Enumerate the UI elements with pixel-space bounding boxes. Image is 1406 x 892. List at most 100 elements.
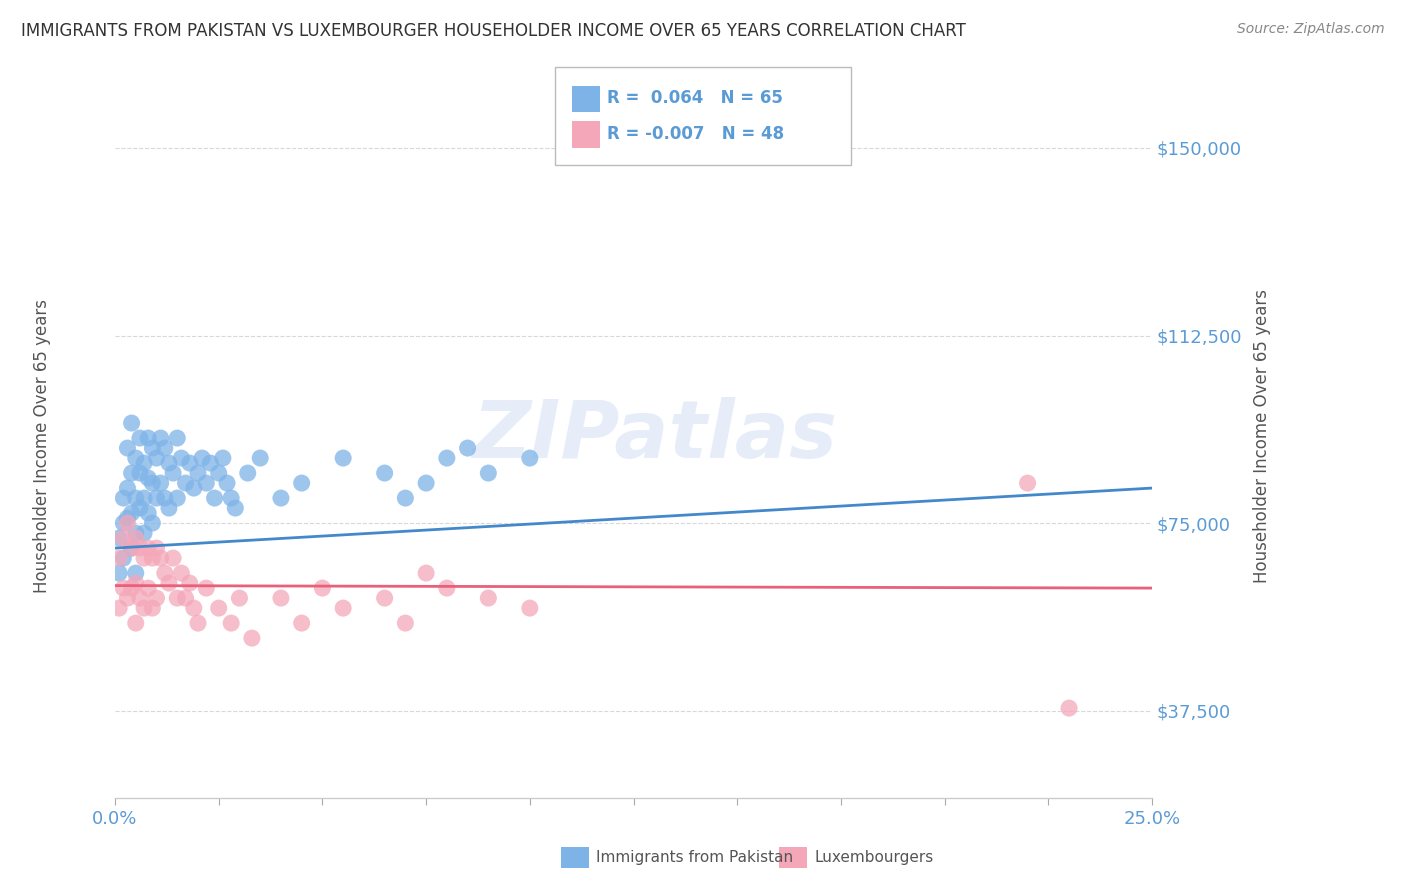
Point [162, 551, 184, 566]
Point [436, 451, 458, 466]
Point [129, 591, 152, 606]
Point [219, 491, 242, 505]
Point [200, 456, 222, 470]
Point [112, 531, 135, 545]
Point [121, 541, 143, 555]
Point [149, 431, 172, 445]
Point [477, 591, 499, 606]
Point [187, 616, 209, 631]
Point [112, 581, 135, 595]
Point [179, 456, 201, 470]
Point [117, 441, 139, 455]
Point [117, 481, 139, 495]
Point [195, 476, 218, 491]
Text: R = -0.007   N = 48: R = -0.007 N = 48 [607, 125, 785, 143]
Point [204, 491, 226, 505]
Point [166, 431, 188, 445]
Point [1057, 701, 1080, 715]
Point [125, 526, 148, 541]
Point [145, 541, 167, 555]
Point [125, 576, 148, 591]
Point [132, 551, 155, 566]
Point [132, 601, 155, 615]
Point [136, 431, 159, 445]
Point [179, 576, 201, 591]
Point [374, 591, 396, 606]
Point [519, 451, 541, 466]
Text: IMMIGRANTS FROM PAKISTAN VS LUXEMBOURGER HOUSEHOLDER INCOME OVER 65 YEARS CORREL: IMMIGRANTS FROM PAKISTAN VS LUXEMBOURGER… [21, 22, 966, 40]
Point [1017, 476, 1039, 491]
Point [228, 591, 250, 606]
Point [108, 566, 131, 580]
Point [141, 516, 163, 530]
Y-axis label: Householder Income Over 65 years: Householder Income Over 65 years [1254, 288, 1271, 582]
Point [136, 581, 159, 595]
Point [270, 491, 292, 505]
Point [519, 601, 541, 615]
Point [141, 551, 163, 566]
Point [112, 551, 135, 566]
Point [149, 476, 172, 491]
Point [224, 501, 246, 516]
Text: R =  0.064   N = 65: R = 0.064 N = 65 [607, 89, 783, 107]
Point [112, 516, 135, 530]
Point [332, 601, 354, 615]
Point [415, 566, 437, 580]
Point [132, 491, 155, 505]
Point [236, 466, 259, 480]
Point [394, 491, 416, 505]
Point [108, 551, 131, 566]
Point [121, 466, 143, 480]
Point [129, 431, 152, 445]
Point [166, 491, 188, 505]
Point [208, 466, 231, 480]
Point [394, 616, 416, 631]
Point [187, 466, 209, 480]
Point [291, 476, 314, 491]
Point [141, 476, 163, 491]
Point [153, 441, 176, 455]
Point [457, 441, 479, 455]
Point [332, 451, 354, 466]
Point [162, 466, 184, 480]
Point [174, 591, 197, 606]
Point [136, 541, 159, 555]
Point [270, 591, 292, 606]
Point [141, 601, 163, 615]
Point [477, 466, 499, 480]
Point [121, 506, 143, 520]
Point [291, 616, 314, 631]
Point [166, 591, 188, 606]
Point [129, 501, 152, 516]
Point [129, 541, 152, 555]
Point [108, 531, 131, 545]
Point [145, 451, 167, 466]
Point [157, 456, 180, 470]
Point [240, 631, 263, 645]
Point [191, 451, 214, 466]
Text: ZIPatlas: ZIPatlas [472, 397, 837, 475]
Point [249, 451, 271, 466]
Point [208, 601, 231, 615]
Point [125, 566, 148, 580]
Point [121, 581, 143, 595]
Point [219, 616, 242, 631]
Point [145, 491, 167, 505]
Point [117, 511, 139, 525]
Point [174, 476, 197, 491]
Point [121, 541, 143, 555]
Text: Immigrants from Pakistan: Immigrants from Pakistan [596, 850, 793, 864]
Text: Source: ZipAtlas.com: Source: ZipAtlas.com [1237, 22, 1385, 37]
Point [112, 491, 135, 505]
Point [183, 601, 205, 615]
Point [170, 566, 193, 580]
Point [117, 591, 139, 606]
Point [436, 581, 458, 595]
Point [374, 466, 396, 480]
Point [132, 456, 155, 470]
Point [415, 476, 437, 491]
Point [121, 416, 143, 430]
Point [125, 451, 148, 466]
Point [141, 441, 163, 455]
Point [129, 466, 152, 480]
